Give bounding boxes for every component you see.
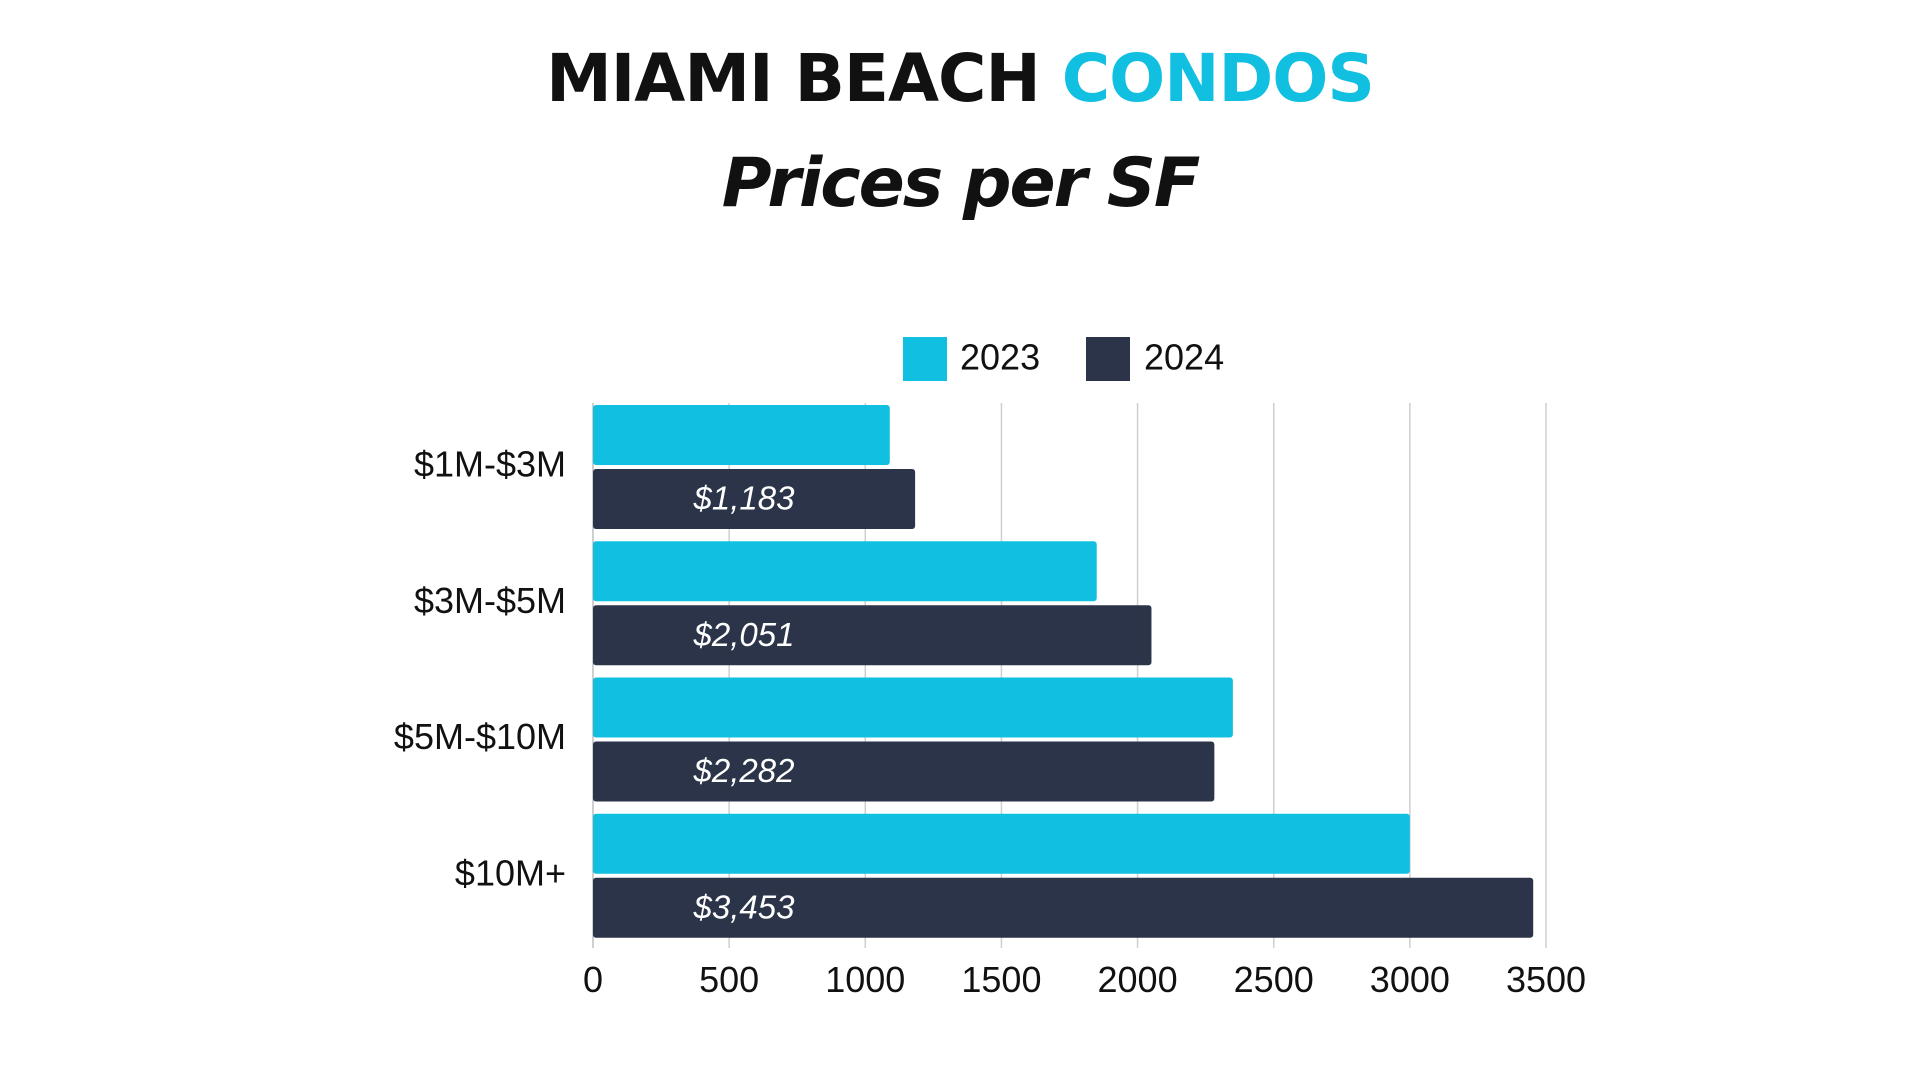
data-label: $2,051 bbox=[693, 616, 795, 653]
bar-2023-0 bbox=[593, 405, 890, 465]
data-label: $2,282 bbox=[693, 752, 795, 789]
x-tick-label: 3000 bbox=[1370, 959, 1450, 1000]
title-part-1: MIAMI BEACH bbox=[546, 40, 1041, 117]
legend-swatch-2024 bbox=[1086, 337, 1130, 381]
legend-label-2023: 2023 bbox=[960, 337, 1040, 378]
category-label: $3M-$5M bbox=[414, 580, 566, 621]
x-tick-label: 0 bbox=[583, 959, 603, 1000]
bar-2024-3 bbox=[593, 877, 1534, 938]
legend-label-2024: 2024 bbox=[1144, 337, 1224, 378]
chart-title: MIAMI BEACH CONDOS bbox=[0, 40, 1920, 117]
x-tick-label: 1000 bbox=[825, 959, 905, 1000]
bar-2023-3 bbox=[593, 813, 1410, 874]
category-label: $10M+ bbox=[455, 852, 566, 893]
data-label: $3,453 bbox=[693, 888, 796, 925]
bar-2023-1 bbox=[593, 541, 1097, 602]
x-tick-label: 3500 bbox=[1506, 959, 1586, 1000]
x-tick-label: 2000 bbox=[1098, 959, 1178, 1000]
x-tick-label: 1500 bbox=[961, 959, 1041, 1000]
legend-swatch-2023 bbox=[903, 337, 947, 381]
x-tick-label: 500 bbox=[699, 959, 759, 1000]
title-part-2-accent: CONDOS bbox=[1061, 40, 1375, 117]
category-label: $1M-$3M bbox=[414, 444, 566, 485]
category-label: $5M-$10M bbox=[394, 716, 566, 757]
chart-subtitle: Prices per SF bbox=[721, 144, 1201, 223]
bar-2024-2 bbox=[593, 741, 1215, 802]
x-tick-label: 2500 bbox=[1234, 959, 1314, 1000]
data-label: $1,183 bbox=[693, 480, 796, 517]
bar-2023-2 bbox=[593, 677, 1233, 738]
bar-2024-1 bbox=[593, 605, 1152, 666]
bar-2024-0 bbox=[593, 469, 916, 529]
